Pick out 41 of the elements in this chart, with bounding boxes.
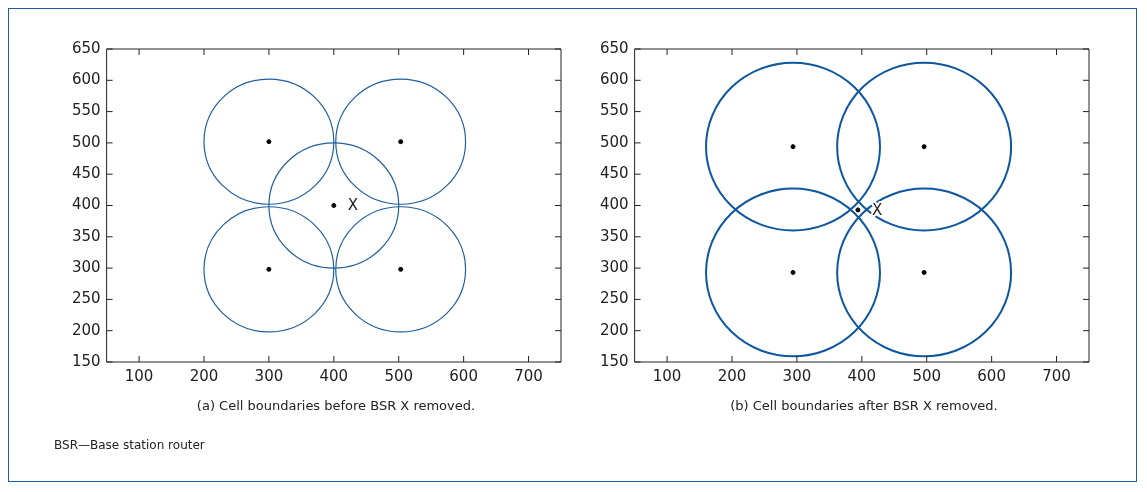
y-tick-label: 400 [599,195,629,214]
y-tick-label: 550 [71,101,101,120]
y-tick-label: 350 [71,226,101,245]
y-tick-label: 200 [71,320,101,339]
x-tick-label: 100 [652,366,682,385]
y-tick-label: 400 [71,195,101,214]
x-tick-label: 400 [319,366,349,385]
y-tick-label: 600 [599,70,629,89]
x-tick-label: 300 [254,366,284,385]
y-tick-label: 200 [599,320,629,339]
y-tick-label: 450 [71,164,101,183]
x-tick-label: 600 [977,366,1006,385]
x-tick-label: 500 [384,366,414,385]
y-tick-label: 150 [599,351,629,370]
y-tick-label: 600 [71,70,101,89]
y-tick-label: 450 [599,164,629,183]
x-tick-label: 200 [189,366,219,385]
y-tick-label: 150 [71,351,101,370]
x-tick-label: 600 [449,366,478,385]
x-tick-label: 400 [847,366,877,385]
y-tick-label: 250 [599,289,629,308]
x-tick-label: 300 [782,366,812,385]
y-tick-label: 350 [599,226,629,245]
y-tick-label: 250 [71,289,101,308]
text: (a) Cell boundaries before BSR X removed. [195,398,477,413]
annotation: X [871,200,883,219]
y-tick-label: 550 [599,101,629,120]
x-tick-label: 700 [514,366,543,385]
y-tick-label: 500 [599,132,629,151]
x-tick-label: 100 [124,366,154,385]
y-tick-label: 300 [599,257,629,276]
y-tick-label: 300 [71,257,101,276]
x-tick-label: 500 [912,366,942,385]
y-tick-label: 650 [599,38,629,57]
x-tick-label: 200 [717,366,747,385]
annotation: X [347,196,359,215]
y-tick-label: 500 [71,132,101,151]
text: (b) Cell boundaries after BSR X removed. [729,398,999,413]
x-tick-label: 700 [1042,366,1071,385]
y-tick-label: 650 [71,38,101,57]
text: BSR—Base station router [54,438,205,452]
